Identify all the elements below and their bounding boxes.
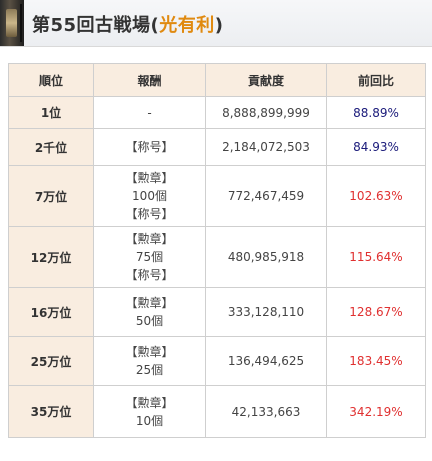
contribution-cell: 480,985,918 [205,226,327,288]
rank-cell: 16万位 [8,287,94,337]
header-ornament-icon [0,0,24,46]
column-header-prev-ratio: 前回比 [326,63,426,97]
reward-cell: 【勲章】 10個 [93,385,206,438]
reward-cell: 【勲章】 75個 【称号】 [93,226,206,288]
title-prefix: 第55回古戦場( [32,15,160,36]
rank-cell: 12万位 [8,226,94,288]
rank-cell: 1位 [8,96,94,129]
column-header-reward: 報酬 [93,63,206,97]
prev-ratio-cell: 88.89% [326,96,426,129]
reward-line: 【称号】 [125,140,174,154]
reward-line: 【勲章】 [125,296,174,310]
prev-ratio-cell: 183.45% [326,336,426,386]
reward-line: 100個 [132,189,167,203]
prev-ratio-cell: 115.64% [326,226,426,288]
rank-cell: 7万位 [8,165,94,227]
contribution-cell: 2,184,072,503 [205,128,327,166]
table-row: 25万位 【勲章】 25個 136,494,625 183.45% [8,336,426,386]
reward-line: 【勲章】 [125,345,174,359]
reward-line: 【勲章】 [125,232,174,246]
title-highlight: 光有利 [159,15,215,36]
table-row: 1位 - 8,888,899,999 88.89% [8,96,426,129]
reward-cell: 【勲章】 50個 [93,287,206,337]
reward-line: 25個 [135,363,164,377]
reward-cell: 【勲章】 100個 【称号】 [93,165,206,227]
reward-cell: 【称号】 [93,128,206,166]
contribution-cell: 8,888,899,999 [205,96,327,129]
contribution-cell: 136,494,625 [205,336,327,386]
reward-line: 【称号】 [125,207,174,221]
reward-line: 【勲章】 [125,171,174,185]
prev-ratio-cell: 128.67% [326,287,426,337]
table-row: 16万位 【勲章】 50個 333,128,110 128.67% [8,287,426,337]
rank-cell: 2千位 [8,128,94,166]
reward-line: 【称号】 [125,268,174,282]
page-header: 第55回古戦場(光有利) [0,0,432,47]
contribution-cell: 772,467,459 [205,165,327,227]
table-row: 35万位 【勲章】 10個 42,133,663 342.19% [8,385,426,438]
reward-line: 75個 [135,250,164,264]
reward-line: - [147,105,152,120]
prev-ratio-cell: 84.93% [326,128,426,166]
reward-line: 50個 [135,314,164,328]
rank-cell: 35万位 [8,385,94,438]
table-row: 12万位 【勲章】 75個 【称号】 480,985,918 115.64% [8,226,426,288]
prev-ratio-cell: 342.19% [326,385,426,438]
reward-line: 【勲章】 [125,395,174,410]
column-header-contribution: 貢献度 [205,63,327,97]
title-suffix: ) [214,15,224,36]
contribution-cell: 42,133,663 [205,385,327,438]
reward-cell: 【勲章】 25個 [93,336,206,386]
table-row: 7万位 【勲章】 100個 【称号】 772,467,459 102.63% [8,165,426,227]
reward-cell: - [93,96,206,129]
contribution-cell: 333,128,110 [205,287,327,337]
rank-cell: 25万位 [8,336,94,386]
reward-line: 10個 [135,413,164,428]
table-header-row: 順位 報酬 貢献度 前回比 [8,63,426,97]
column-header-rank: 順位 [8,63,94,97]
page-title: 第55回古戦場(光有利) [32,11,224,37]
ranking-table: 順位 報酬 貢献度 前回比 1位 - 8,888,899,999 88.89% … [8,63,426,438]
prev-ratio-cell: 102.63% [326,165,426,227]
table-row: 2千位 【称号】 2,184,072,503 84.93% [8,128,426,166]
